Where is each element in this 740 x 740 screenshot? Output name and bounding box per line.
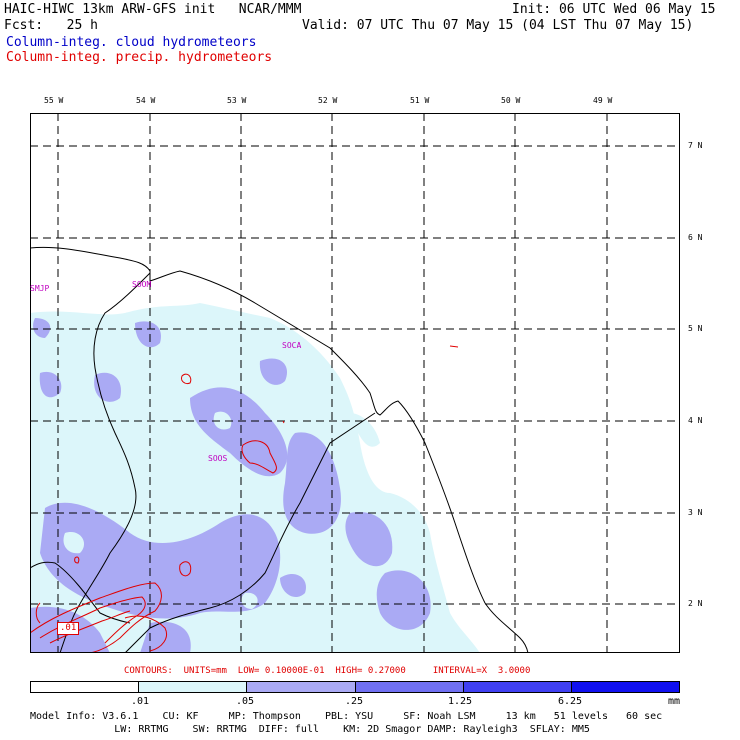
- legend-swatch: [138, 682, 247, 692]
- model-info-line1: Model Info: V3.6.1 CU: KF MP: Thompson P…: [30, 711, 663, 722]
- color-legend: [30, 681, 680, 693]
- lon-label: 50 W: [501, 96, 521, 105]
- lon-label: 54 W: [136, 96, 156, 105]
- map-frame: [30, 113, 680, 653]
- lat-lon-grid: [30, 113, 680, 653]
- forecast-hour: Fcst: 25 h: [4, 18, 98, 33]
- lat-label: 3 N: [688, 508, 703, 517]
- legend-tick: .01: [131, 696, 150, 707]
- model-info-line2: LW: RRTMG SW: RRTMG DIFF: full KM: 2D Sm…: [30, 724, 590, 735]
- country-borders: [59, 272, 376, 653]
- lon-label: 55 W: [44, 96, 64, 105]
- lat-label: 7 N: [688, 141, 703, 150]
- legend-tick: .05: [236, 696, 255, 707]
- lon-label: 49 W: [593, 96, 613, 105]
- contour-info: CONTOURS: UNITS=mm LOW= 0.10000E-01 HIGH…: [124, 666, 531, 676]
- field-cloud-title: Column-integ. cloud hydrometeors: [6, 35, 257, 50]
- lat-label: 5 N: [688, 324, 703, 333]
- station-label: SOOS: [208, 454, 228, 463]
- coastline: [30, 246, 529, 653]
- lon-label: 53 W: [227, 96, 247, 105]
- legend-swatch: [462, 682, 571, 692]
- legend-swatch: [31, 682, 139, 692]
- legend-tick: .25: [345, 696, 364, 707]
- init-time: Init: 06 UTC Wed 06 May 15: [512, 2, 716, 17]
- legend-units: mm: [668, 696, 681, 707]
- precip-contours: [30, 345, 459, 653]
- legend-swatch: [354, 682, 463, 692]
- lon-label: 51 W: [410, 96, 430, 105]
- lat-label: 4 N: [688, 416, 703, 425]
- valid-time: Valid: 07 UTC Thu 07 May 15 (04 LST Thu …: [302, 18, 694, 33]
- field-precip-title: Column-integ. precip. hydrometeors: [6, 50, 273, 65]
- plot-title: HAIC-HIWC 13km ARW-GFS init NCAR/MMM: [4, 2, 302, 17]
- lon-label: 52 W: [318, 96, 338, 105]
- legend-swatch: [570, 682, 680, 692]
- legend-tick: 6.25: [558, 696, 583, 707]
- contour-value-label: .01: [57, 622, 80, 635]
- legend-tick: 1.25: [448, 696, 473, 707]
- legend-swatch: [246, 682, 355, 692]
- cloud-gaps: [63, 411, 258, 609]
- station-label: SOCA: [282, 341, 302, 350]
- map-plot: [30, 113, 680, 653]
- lat-label: 2 N: [688, 599, 703, 608]
- lat-label: 6 N: [688, 233, 703, 242]
- station-label: SOOM: [132, 280, 152, 289]
- station-label: SMJP: [30, 284, 50, 293]
- cloud-fill-medium: [30, 318, 431, 653]
